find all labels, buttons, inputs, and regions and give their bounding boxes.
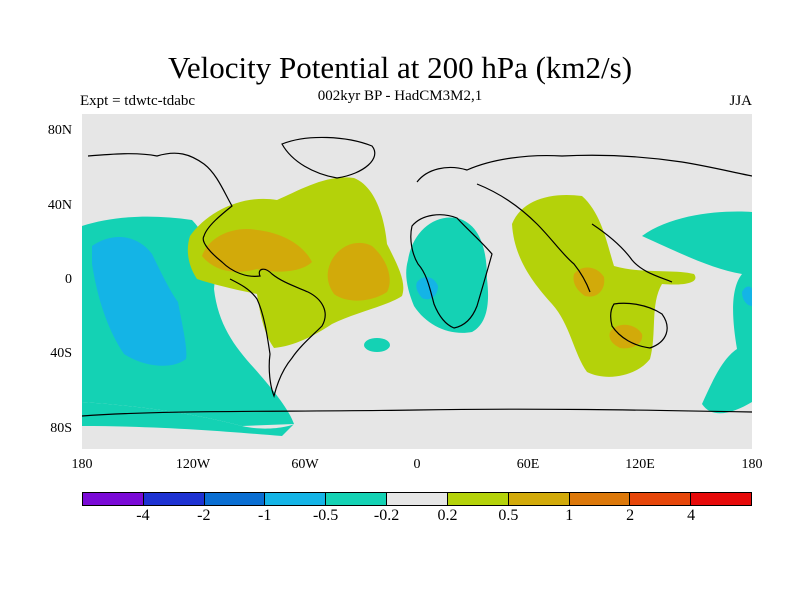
coastlines <box>82 136 752 417</box>
contour-neg2-pacific <box>92 236 187 366</box>
colorbar-swatch <box>508 493 570 505</box>
x-tick-60w: 60W <box>291 457 319 472</box>
contour-neg-africa <box>406 217 489 333</box>
colorbar-label: -0.2 <box>373 507 400 524</box>
map-panel <box>82 114 752 449</box>
chart-title: Velocity Potential at 200 hPa (km2/s) <box>167 50 633 85</box>
colorbar-swatch <box>143 493 205 505</box>
y-tick-40n: 40N <box>47 198 72 213</box>
x-tick-180e: 180 <box>741 457 763 472</box>
colorbar-label: 4 <box>687 507 696 524</box>
contour-neg-west-pacific <box>642 211 752 414</box>
colorbar-swatch <box>630 493 692 505</box>
y-tick-80n: 80N <box>47 123 72 138</box>
y-tick-40s: 40S <box>50 346 72 361</box>
colorbar-swatch <box>387 493 448 505</box>
colorbar-label: -1 <box>258 507 272 524</box>
contour-neg-southern-ocean <box>82 402 294 436</box>
colorbar-label: -0.5 <box>312 507 339 524</box>
contour-pos2-australia <box>609 324 643 349</box>
colorbar-swatch <box>265 493 327 505</box>
colorbar-swatch <box>83 493 144 505</box>
x-tick-120w: 120W <box>175 457 211 472</box>
contour-pos-asia <box>512 194 696 377</box>
contour-neg2-dateline <box>742 286 752 306</box>
velocity-potential-map <box>82 114 752 449</box>
colorbar-swatch <box>204 493 266 505</box>
colorbar-label: -4 <box>136 507 150 524</box>
chart-subtitle: 002kyr BP - HadCM3M2,1 <box>317 88 483 104</box>
colorbar-label: 2 <box>626 507 635 524</box>
x-tick-180w: 180 <box>71 457 93 472</box>
contour-pos2-americas <box>202 229 312 272</box>
colorbar-swatch <box>569 493 631 505</box>
colorbar-label: 1 <box>565 507 574 524</box>
colorbar <box>82 492 752 506</box>
x-tick-0: 0 <box>413 457 421 472</box>
contour-neg-south-atlantic <box>364 338 390 352</box>
colorbar-label: 0.2 <box>437 507 458 524</box>
colorbar-label: -2 <box>197 507 211 524</box>
x-tick-60e: 60E <box>516 457 540 472</box>
season-label: JJA <box>729 93 752 109</box>
colorbar-swatch <box>691 493 751 505</box>
contour-neg2-africa <box>416 277 438 300</box>
y-tick-80s: 80S <box>50 421 72 436</box>
experiment-label: Expt = tdwtc-tdabc <box>80 93 196 109</box>
colorbar-label: 0.5 <box>498 507 519 524</box>
contour-pos2-atlantic <box>327 242 390 301</box>
colorbar-swatch <box>326 493 388 505</box>
y-tick-0: 0 <box>65 272 72 287</box>
x-tick-120e: 120E <box>625 457 655 472</box>
colorbar-swatch <box>447 493 509 505</box>
